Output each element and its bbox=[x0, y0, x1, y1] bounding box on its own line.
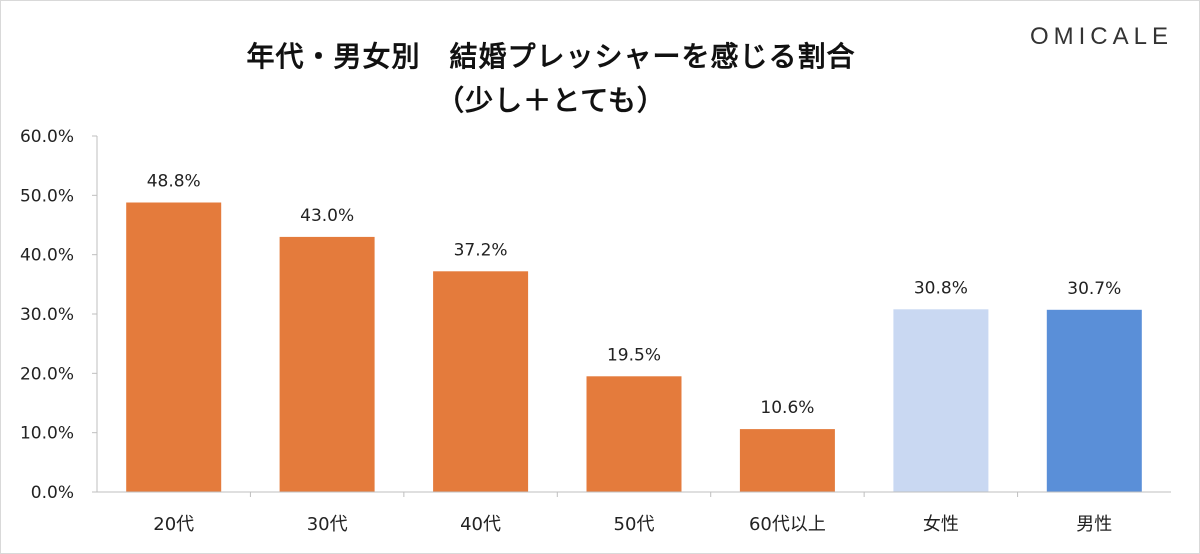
category-label: 男性 bbox=[1076, 514, 1112, 535]
bar bbox=[893, 309, 989, 492]
bars bbox=[126, 202, 1142, 492]
data-label: 30.7% bbox=[1067, 279, 1121, 299]
data-label: 43.0% bbox=[300, 206, 354, 226]
bar bbox=[739, 429, 835, 492]
data-label: 37.2% bbox=[454, 240, 508, 260]
data-label: 19.5% bbox=[607, 345, 661, 365]
chart-title-line1: 年代・男女別 結婚プレッシャーを感じる割合 bbox=[246, 40, 856, 73]
bar bbox=[586, 376, 682, 492]
data-label: 48.8% bbox=[147, 171, 201, 191]
brand-logo: OMICALE bbox=[1029, 23, 1173, 50]
y-tick-label: 30.0% bbox=[20, 305, 74, 325]
chart-title-line2: （少し＋とても） bbox=[436, 84, 666, 117]
category-label: 30代 bbox=[307, 514, 348, 535]
data-label: 30.8% bbox=[914, 278, 968, 298]
x-axis: 20代 30代 40代 50代 60代以上 女性 男性 bbox=[97, 491, 1171, 535]
y-tick-label: 10.0% bbox=[20, 424, 74, 444]
category-label: 20代 bbox=[153, 514, 194, 535]
data-label: 10.6% bbox=[760, 398, 814, 418]
chart-title: 年代・男女別 結婚プレッシャーを感じる割合 （少し＋とても） bbox=[1, 35, 1101, 123]
y-tick-label: 0.0% bbox=[31, 483, 74, 503]
y-tick-label: 40.0% bbox=[20, 246, 74, 266]
y-tick-label: 60.0% bbox=[20, 127, 74, 147]
bar bbox=[279, 236, 375, 492]
category-label: 50代 bbox=[614, 514, 655, 535]
bar bbox=[126, 202, 222, 492]
bar bbox=[433, 271, 529, 492]
category-label: 女性 bbox=[923, 514, 959, 535]
y-tick-label: 20.0% bbox=[20, 364, 74, 384]
category-label: 60代以上 bbox=[749, 514, 826, 535]
y-axis: 0.0% 10.0% 20.0% 30.0% 40.0% 50.0% 60.0% bbox=[20, 127, 98, 503]
category-label: 40代 bbox=[460, 514, 501, 535]
data-labels: 48.8% 43.0% 37.2% 19.5% 10.6% 30.8% 30.7% bbox=[147, 171, 1122, 418]
y-tick-label: 50.0% bbox=[20, 186, 74, 206]
bar bbox=[1046, 309, 1142, 492]
